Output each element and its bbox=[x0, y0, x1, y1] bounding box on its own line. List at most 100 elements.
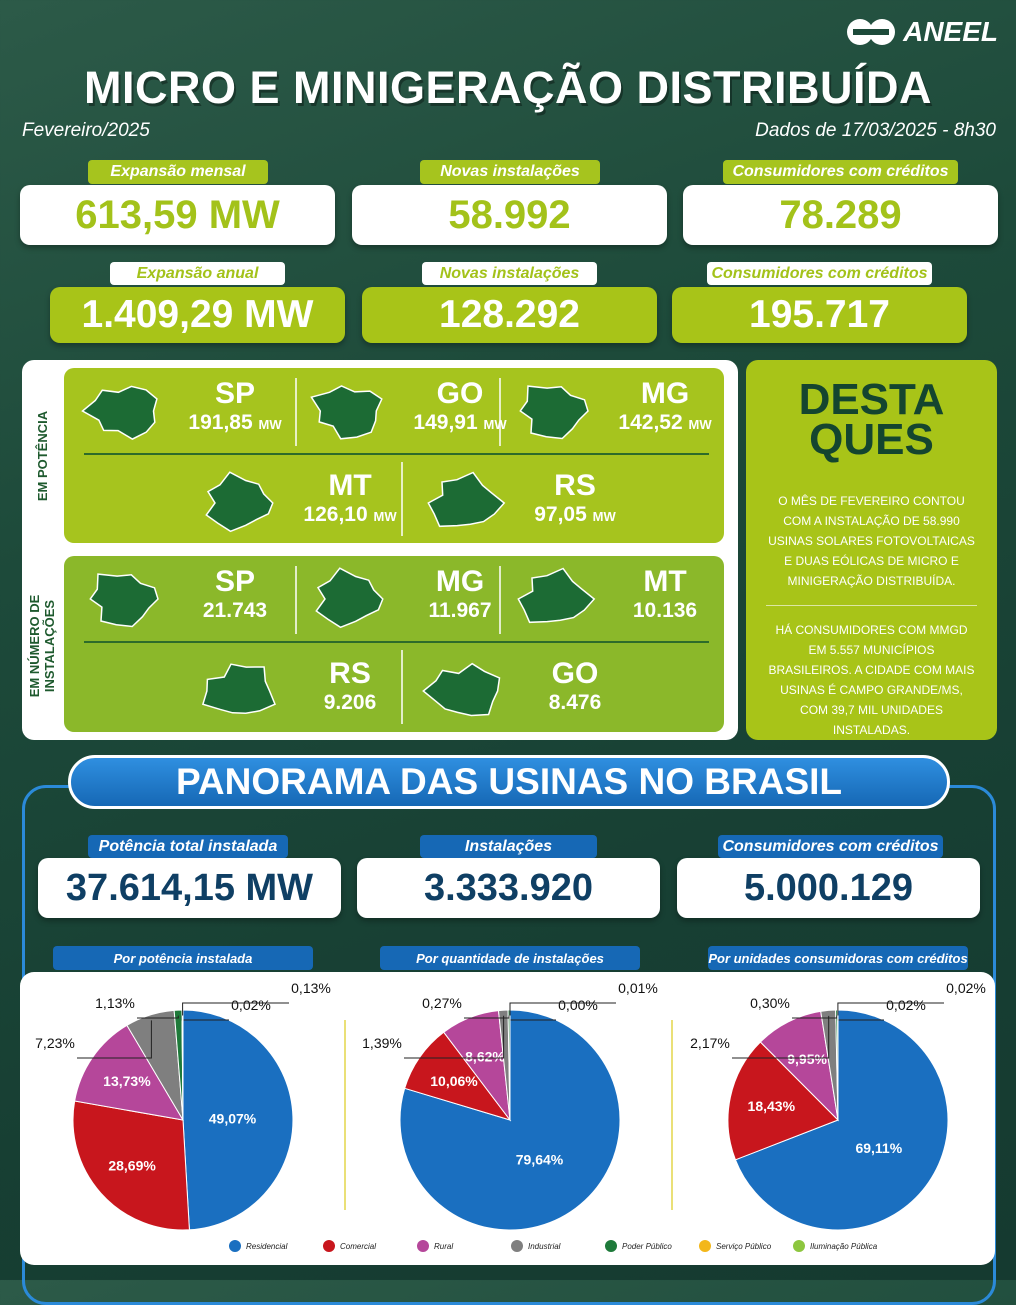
data-label: 28,69% bbox=[108, 1157, 156, 1173]
state-value: 126,10 MW bbox=[285, 502, 415, 530]
data-label: 0,02% bbox=[886, 997, 926, 1013]
chart-title: Por unidades consumidoras com créditos bbox=[708, 946, 968, 970]
legend-label: Comercial bbox=[340, 1242, 376, 1251]
data-label: 8,62% bbox=[465, 1049, 505, 1065]
value-text: 11.967 bbox=[428, 599, 491, 622]
stat-label: Novas instalações bbox=[420, 160, 600, 184]
state-map bbox=[305, 564, 393, 634]
value-unit: MW bbox=[688, 417, 711, 432]
state-map bbox=[195, 468, 283, 538]
state-map bbox=[420, 468, 508, 538]
legend-swatch bbox=[699, 1240, 711, 1252]
data-label: 69,11% bbox=[855, 1140, 902, 1156]
legend-label: Residencial bbox=[246, 1242, 288, 1251]
stat-label: Consumidores com créditos bbox=[707, 262, 932, 285]
value-text: 191,85 bbox=[188, 411, 252, 434]
legend-label: Rural bbox=[434, 1242, 453, 1251]
legend-swatch bbox=[417, 1240, 429, 1252]
state-map bbox=[510, 564, 598, 634]
state-name: SP bbox=[170, 566, 300, 598]
state-name: MG bbox=[395, 566, 525, 598]
state-name: GO bbox=[395, 378, 525, 410]
value-unit: MW bbox=[258, 417, 281, 432]
value-text: 10.136 bbox=[633, 599, 697, 622]
chart-title: Por quantidade de instalações bbox=[380, 946, 640, 970]
legend-label: Industrial bbox=[528, 1242, 561, 1251]
data-label: 79,64% bbox=[516, 1152, 564, 1168]
data-label: 0,27% bbox=[422, 995, 462, 1011]
state-map bbox=[195, 656, 283, 726]
stat-card: 58.992 bbox=[352, 185, 667, 245]
legend-label: Poder Público bbox=[622, 1242, 672, 1251]
data-label: 49,07% bbox=[209, 1111, 257, 1127]
state-map bbox=[305, 376, 393, 446]
value-text: 9.206 bbox=[324, 691, 377, 714]
state-map bbox=[420, 656, 508, 726]
value-text: 97,05 bbox=[534, 503, 587, 526]
stat-card: 78.289 bbox=[683, 185, 998, 245]
stat-card: 195.717 bbox=[672, 287, 967, 343]
state-name: MG bbox=[600, 378, 730, 410]
stat-card: 37.614,15 MW bbox=[38, 858, 341, 918]
data-label: 2,17% bbox=[690, 1035, 730, 1051]
legend-label: Serviço Público bbox=[716, 1242, 772, 1251]
data-label: 0,02% bbox=[946, 980, 986, 996]
state-value: 191,85 MW bbox=[170, 410, 300, 438]
stat-label: Consumidores com créditos bbox=[718, 835, 943, 858]
stat-label: Instalações bbox=[420, 835, 597, 858]
value-text: 8.476 bbox=[549, 691, 602, 714]
legend-swatch bbox=[229, 1240, 241, 1252]
data-label: 1,13% bbox=[95, 995, 135, 1011]
state-name: SP bbox=[170, 378, 300, 410]
stat-label: Consumidores com créditos bbox=[723, 160, 958, 184]
state-value: 8.476 bbox=[510, 690, 640, 716]
data-label: 7,23% bbox=[35, 1035, 75, 1051]
state-map bbox=[80, 376, 168, 446]
state-name: GO bbox=[510, 658, 640, 690]
state-value: 11.967 bbox=[395, 598, 525, 624]
data-label: 9,95% bbox=[787, 1051, 827, 1067]
state-name: RS bbox=[510, 470, 640, 502]
value-text: 142,52 bbox=[618, 411, 682, 434]
stat-card: 1.409,29 MW bbox=[50, 287, 345, 343]
legend-swatch bbox=[323, 1240, 335, 1252]
data-label: 0,13% bbox=[291, 980, 331, 996]
state-map bbox=[510, 376, 598, 446]
data-label: 0,00% bbox=[558, 997, 598, 1013]
data-label: 13,73% bbox=[103, 1073, 151, 1089]
value-text: 149,91 bbox=[413, 411, 477, 434]
value-unit: MW bbox=[593, 509, 616, 524]
legend-label: Iluminação Pública bbox=[810, 1242, 878, 1251]
state-value: 9.206 bbox=[285, 690, 415, 716]
value-text: 126,10 bbox=[303, 503, 367, 526]
state-value: 142,52 MW bbox=[600, 410, 730, 438]
stat-card: 613,59 MW bbox=[20, 185, 335, 245]
stat-label: Expansão anual bbox=[110, 262, 285, 285]
data-label: 0,30% bbox=[750, 995, 790, 1011]
state-name: RS bbox=[285, 658, 415, 690]
data-label: 18,43% bbox=[748, 1098, 796, 1114]
legend-swatch bbox=[793, 1240, 805, 1252]
data-label: 10,06% bbox=[430, 1073, 478, 1089]
data-label: 0,01% bbox=[618, 980, 658, 996]
state-value: 21.743 bbox=[170, 598, 300, 624]
value-unit: MW bbox=[373, 509, 396, 524]
stat-label: Novas instalações bbox=[422, 262, 597, 285]
state-map bbox=[80, 564, 168, 634]
stat-card: 128.292 bbox=[362, 287, 657, 343]
state-value: 97,05 MW bbox=[510, 502, 640, 530]
stat-card: 5.000.129 bbox=[677, 858, 980, 918]
value-text: 21.743 bbox=[203, 599, 267, 622]
legend-swatch bbox=[511, 1240, 523, 1252]
